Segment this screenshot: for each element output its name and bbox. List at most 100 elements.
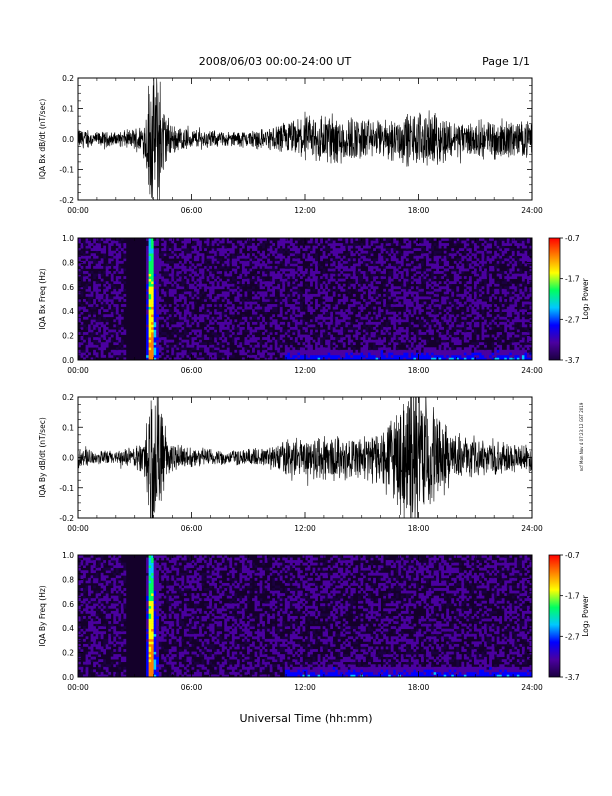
- heatmap-cell: [482, 251, 485, 254]
- heatmap-cell: [282, 330, 285, 333]
- heatmap-cell: [169, 291, 172, 294]
- heatmap-cell: [232, 269, 235, 272]
- heatmap-cell: [123, 269, 126, 272]
- heatmap-cell: [373, 263, 376, 266]
- heatmap-cell: [267, 332, 270, 335]
- heatmap-cell: [204, 274, 207, 277]
- heatmap-cell: [270, 261, 273, 264]
- heatmap-cell: [431, 279, 434, 282]
- heatmap-cell: [186, 335, 189, 338]
- heatmap-cell: [439, 350, 442, 353]
- heatmap-cell: [192, 302, 195, 305]
- heatmap-cell: [161, 347, 164, 350]
- heatmap-cell: [199, 241, 202, 244]
- heatmap-cell: [156, 324, 159, 327]
- heatmap-cell: [219, 253, 222, 256]
- heatmap-cell: [174, 289, 177, 292]
- heatmap-cell: [348, 274, 351, 277]
- heatmap-cell: [272, 266, 275, 269]
- heatmap-cell: [444, 347, 447, 350]
- heatmap-cell: [350, 256, 353, 259]
- heatmap-cell: [345, 258, 348, 261]
- heatmap-cell: [300, 296, 303, 299]
- heatmap-cell: [484, 355, 487, 358]
- heatmap-cell: [313, 261, 316, 264]
- heatmap-cell: [214, 279, 217, 282]
- heatmap-cell: [391, 304, 394, 307]
- heatmap-cell: [363, 337, 366, 340]
- heatmap-cell: [424, 347, 427, 350]
- heatmap-cell: [471, 302, 474, 305]
- heatmap-cell: [257, 263, 260, 266]
- heatmap-cell: [388, 304, 391, 307]
- heatmap-cell: [471, 263, 474, 266]
- heatmap-cell: [214, 332, 217, 335]
- heatmap-cell: [192, 284, 195, 287]
- heatmap-cell: [371, 261, 374, 264]
- heatmap-cell: [459, 340, 462, 343]
- heatmap-cell: [302, 299, 305, 302]
- heatmap-cell: [151, 246, 154, 249]
- heatmap-cell: [391, 335, 394, 338]
- heatmap-cell: [242, 256, 245, 259]
- heatmap-cell: [227, 276, 230, 279]
- heatmap-cell: [406, 307, 409, 310]
- heatmap-cell: [325, 241, 328, 244]
- heatmap-cell: [507, 263, 510, 266]
- heatmap-cell: [86, 342, 89, 345]
- heatmap-cell: [373, 258, 376, 261]
- heatmap-cell: [250, 352, 253, 355]
- heatmap-cell: [154, 350, 157, 353]
- heatmap-cell: [479, 266, 482, 269]
- heatmap-cell: [393, 302, 396, 305]
- heatmap-cell: [176, 269, 179, 272]
- heatmap-cell: [325, 335, 328, 338]
- heatmap-cell: [429, 251, 432, 254]
- heatmap-cell: [260, 253, 263, 256]
- heatmap-cell: [275, 324, 278, 327]
- heatmap-cell: [161, 274, 164, 277]
- heatmap-cell: [318, 319, 321, 322]
- heatmap-cell: [403, 296, 406, 299]
- heatmap-cell: [250, 327, 253, 330]
- heatmap-cell: [507, 248, 510, 251]
- heatmap-cell: [297, 352, 300, 355]
- heatmap-cell: [212, 251, 215, 254]
- heatmap-cell: [429, 294, 432, 297]
- heatmap-cell: [146, 243, 149, 246]
- heatmap-cell: [431, 299, 434, 302]
- heatmap-cell: [146, 246, 149, 249]
- heatmap-cell: [295, 324, 298, 327]
- heatmap-cell: [103, 337, 106, 340]
- heatmap-cell: [161, 309, 164, 312]
- heatmap-cell: [461, 263, 464, 266]
- heatmap-cell: [325, 312, 328, 315]
- heatmap-cell: [446, 253, 449, 256]
- heatmap-cell: [181, 246, 184, 249]
- heatmap-cell: [406, 248, 409, 251]
- heatmap-cell: [464, 335, 467, 338]
- heatmap-cell: [146, 266, 149, 269]
- heatmap-cell: [396, 350, 399, 353]
- heatmap-cell: [484, 304, 487, 307]
- heatmap-cell: [199, 342, 202, 345]
- heatmap-cell: [318, 284, 321, 287]
- heatmap-cell: [459, 261, 462, 264]
- heatmap-cell: [504, 279, 507, 282]
- heatmap-cell: [232, 256, 235, 259]
- heatmap-cell: [224, 319, 227, 322]
- heatmap-cell: [366, 299, 369, 302]
- heatmap-cell: [363, 352, 366, 355]
- heatmap-cell: [224, 248, 227, 251]
- heatmap-cell: [406, 317, 409, 320]
- heatmap-cell: [373, 307, 376, 310]
- heatmap-cell: [88, 335, 91, 338]
- heatmap-cell: [512, 284, 515, 287]
- heatmap-cell: [381, 330, 384, 333]
- heatmap-cell: [449, 309, 452, 312]
- heatmap-cell: [444, 317, 447, 320]
- heatmap-cell: [401, 271, 404, 274]
- heatmap-cell: [247, 324, 250, 327]
- heatmap-cell: [333, 322, 336, 325]
- heatmap-cell: [247, 350, 250, 353]
